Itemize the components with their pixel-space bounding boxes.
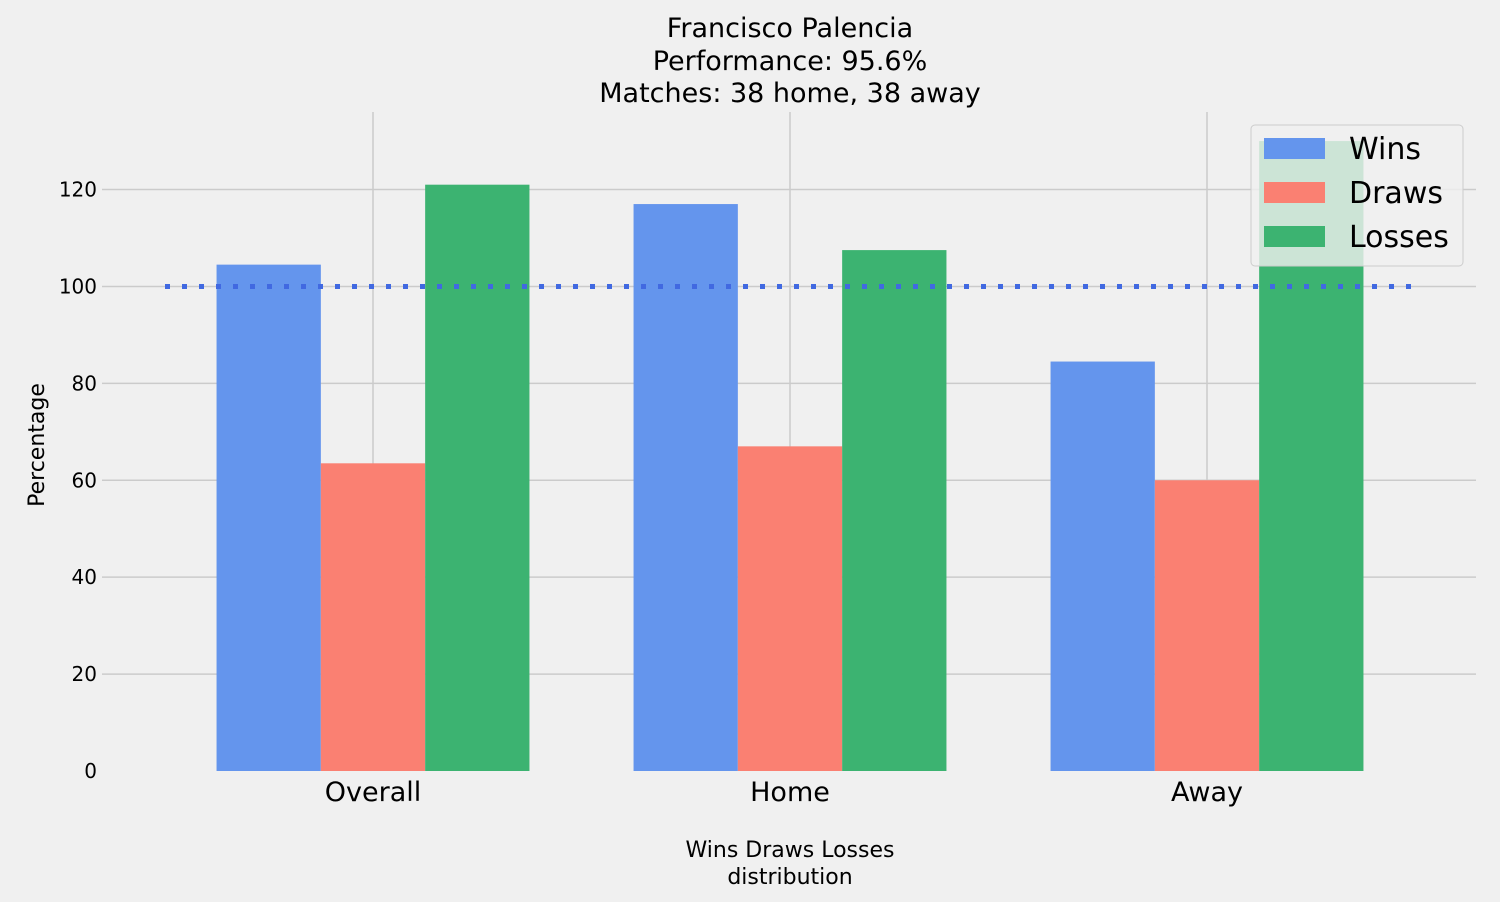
x-axis-title: Wins Draws Losses distribution: [686, 838, 895, 890]
bar-wins-home: [633, 204, 738, 772]
bar-wins-overall: [216, 264, 321, 771]
title-line-2: Performance: 95.6%: [653, 46, 928, 77]
y-tick-label-3: 60: [72, 468, 97, 492]
y-tick-label-2: 40: [72, 565, 97, 589]
title-line-3: Matches: 38 home, 38 away: [599, 78, 981, 109]
bar-draws-away: [1154, 480, 1260, 771]
x-tick-label-overall: Overall: [325, 777, 422, 808]
x-category-labels: Overall Home Away: [325, 777, 1243, 808]
bar-draws-overall: [320, 463, 426, 771]
y-tick-label-6: 120: [59, 178, 97, 202]
x-tick-label-away: Away: [1171, 777, 1243, 808]
y-tick-label-1: 20: [72, 662, 97, 686]
bar-draws-home: [737, 446, 843, 771]
bar-wins-away: [1050, 361, 1155, 771]
y-tick-label-0: 0: [84, 759, 97, 783]
legend-swatch-wins: [1264, 138, 1325, 159]
legend: Wins Draws Losses: [1250, 124, 1464, 267]
bar-losses-home: [842, 250, 947, 772]
legend-swatch-draws: [1264, 182, 1325, 203]
bar-losses-overall: [425, 184, 530, 771]
chart-title: Francisco Palencia Performance: 95.6% Ma…: [599, 13, 981, 109]
x-tick-label-home: Home: [750, 777, 830, 808]
y-axis-title: Percentage: [25, 383, 50, 507]
bars: [216, 141, 1364, 772]
y-tick-label-5: 100: [59, 274, 97, 298]
legend-swatch-losses: [1264, 226, 1325, 247]
legend-label-draws: Draws: [1349, 176, 1443, 211]
x-axis-title-line-2: distribution: [727, 865, 852, 890]
legend-label-losses: Losses: [1349, 220, 1449, 255]
y-tick-labels: 0 20 40 60 80 100 120: [59, 178, 97, 783]
y-tick-label-4: 80: [72, 371, 97, 395]
legend-label-wins: Wins: [1349, 132, 1421, 167]
x-axis-title-line-1: Wins Draws Losses: [686, 838, 895, 863]
title-line-1: Francisco Palencia: [667, 13, 913, 44]
